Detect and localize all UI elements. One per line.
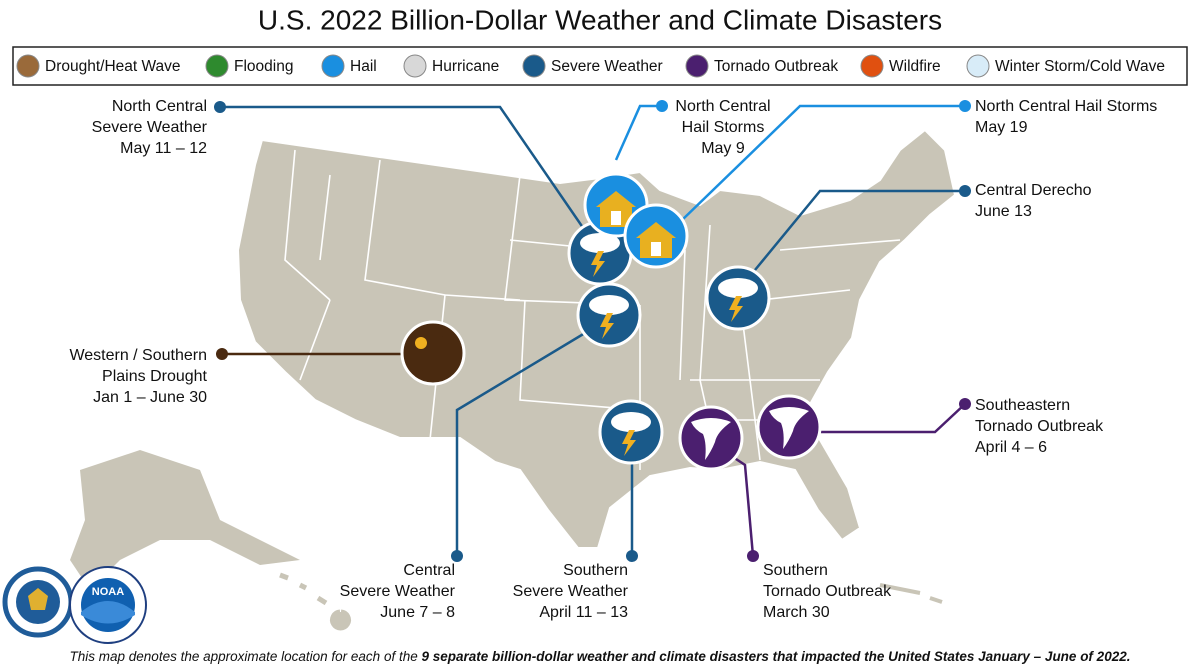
leader-dot <box>959 185 971 197</box>
legend-icon <box>860 54 884 78</box>
legend-icon <box>403 54 427 78</box>
leader-line <box>679 104 965 223</box>
event-label: March 30 <box>763 604 830 621</box>
footnote-plain: This map denotes the approximate locatio… <box>70 649 422 664</box>
icon-sun <box>415 337 427 349</box>
noaa-text: NOAA <box>92 586 124 598</box>
event-label: Western / Southern <box>69 347 207 364</box>
leader-dot <box>626 550 638 562</box>
event-label: June 7 – 8 <box>380 604 455 621</box>
icon-cloud <box>718 278 758 298</box>
leader-dot <box>214 101 226 113</box>
event-label: Tornado Outbreak <box>975 418 1104 435</box>
leader-dot <box>747 550 759 562</box>
legend-icon <box>966 54 990 78</box>
icon-cracks <box>411 336 455 373</box>
legend: Drought/Heat Wave Flooding Hail Hurricane Se… <box>16 54 1165 78</box>
icon-door <box>651 242 661 256</box>
icon-funnel <box>691 418 731 460</box>
event-label: Severe Weather <box>92 119 208 136</box>
legend-icon <box>321 54 345 78</box>
icon-door <box>611 211 621 225</box>
event-label: April 4 – 6 <box>975 439 1047 456</box>
icon-funnel <box>769 407 809 449</box>
leader-dot <box>656 100 668 112</box>
legend-label: Tornado Outbreak <box>714 58 838 75</box>
event-label: May 19 <box>975 119 1028 136</box>
event-label: Severe Weather <box>513 583 629 600</box>
event-label: Southeastern <box>975 397 1070 414</box>
icon-bolt <box>729 296 743 322</box>
icon-cloud <box>611 412 651 432</box>
leader-dot <box>216 348 228 360</box>
event-label: May 11 – 12 <box>120 140 207 157</box>
event-label: Tornado Outbreak <box>763 583 892 600</box>
leader-line <box>220 105 590 236</box>
footnote-bold: 9 separate billion-dollar weather and cl… <box>421 649 1130 664</box>
icon-cloud <box>580 233 620 253</box>
title: U.S. 2022 Billion-Dollar Weather and Cli… <box>258 4 942 35</box>
leader-line <box>754 189 965 271</box>
event-label: Central Derecho <box>975 182 1092 199</box>
leader-line <box>455 328 591 556</box>
event-label: North Central <box>112 98 207 115</box>
icon-house <box>596 191 636 227</box>
event-label: June 13 <box>975 203 1032 220</box>
event-label: North Central Hail Storms <box>975 98 1157 115</box>
events: North Central Severe Weather May 11 – 12 No… <box>69 98 1157 621</box>
event-icon <box>400 320 466 386</box>
legend-icon <box>205 54 229 78</box>
icon-bolt <box>591 251 605 277</box>
legend-icon <box>16 54 40 78</box>
legend-label: Hail <box>350 58 377 75</box>
icon-bolt <box>622 430 636 456</box>
event-label: Hail Storms <box>682 119 765 136</box>
legend-label: Flooding <box>234 58 293 75</box>
leader-line <box>820 403 966 434</box>
leader-dot <box>959 398 971 410</box>
legend-label: Wildfire <box>889 58 941 75</box>
noaa-logo: NOAA <box>69 566 147 644</box>
legend-label: Hurricane <box>432 58 499 75</box>
legend-icon <box>522 54 546 78</box>
event-label: Southern <box>563 562 628 579</box>
footnote: This map denotes the approximate locatio… <box>70 649 1131 664</box>
event-label: Jan 1 – June 30 <box>93 389 207 406</box>
event-label: May 9 <box>701 140 745 157</box>
legend-label: Winter Storm/Cold Wave <box>995 58 1165 75</box>
icon-house <box>636 222 676 258</box>
event-label: Plains Drought <box>102 368 208 385</box>
event-label: April 11 – 13 <box>539 604 628 621</box>
leader-dot <box>451 550 463 562</box>
event-label: Southern <box>763 562 828 579</box>
legend-icon <box>685 54 709 78</box>
leader-line <box>729 453 755 557</box>
icon-cloud <box>589 295 629 315</box>
event-label: Central <box>403 562 455 579</box>
leader-line <box>614 104 662 161</box>
event-label: North Central <box>675 98 770 115</box>
leader-dot <box>959 100 971 112</box>
commerce-seal <box>2 566 74 638</box>
legend-label: Severe Weather <box>551 58 663 75</box>
icon-bolt <box>600 313 614 339</box>
event-label: Severe Weather <box>340 583 456 600</box>
legend-label: Drought/Heat Wave <box>45 58 181 75</box>
